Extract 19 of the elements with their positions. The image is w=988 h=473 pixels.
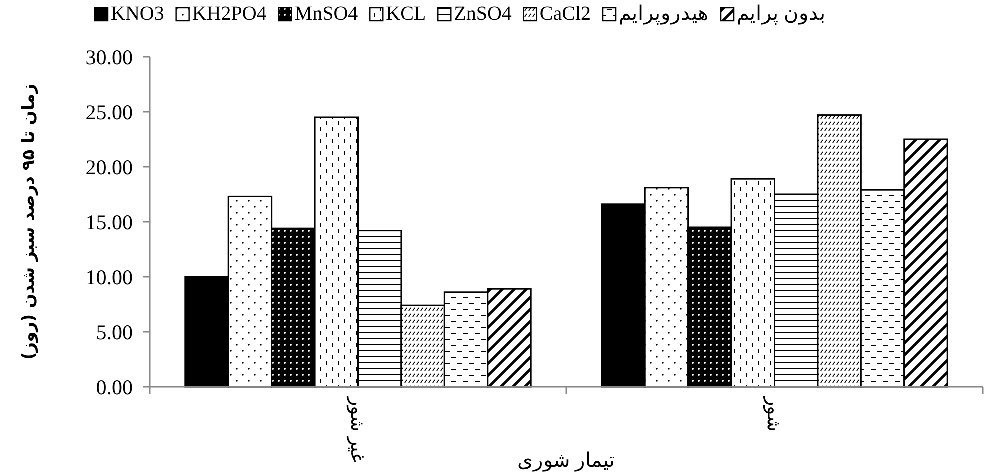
x-tick-label: شور [763, 396, 784, 432]
y-tick-label: 30.00 [86, 45, 133, 70]
legend-label: KNO3 [111, 3, 164, 25]
x-tick-label: غیر شور [346, 396, 368, 463]
legend-label: CaCl2 [540, 3, 592, 25]
y-tick-label: 10.00 [86, 265, 133, 290]
y-axis-title: زمان تا ۹۵ درصد سبز شدن (روز) [18, 84, 39, 360]
legend-label: هیدروپرایم [619, 3, 710, 25]
legend-label: ZnSO4 [454, 3, 512, 25]
y-tick-label: 5.00 [96, 320, 133, 344]
y-tick-label: 20.00 [86, 155, 133, 180]
x-axis-title: تیمار شوری [518, 450, 616, 472]
y-tick-label: 0.00 [96, 375, 133, 400]
y-tick-label: 15.00 [86, 210, 133, 234]
legend-label: MnSO4 [294, 3, 358, 25]
legend-label: KCL [386, 3, 426, 25]
legend-label: بدون پرایم [737, 3, 826, 25]
legend-label: KH2PO4 [192, 3, 267, 25]
y-tick-label: 25.00 [86, 100, 133, 124]
